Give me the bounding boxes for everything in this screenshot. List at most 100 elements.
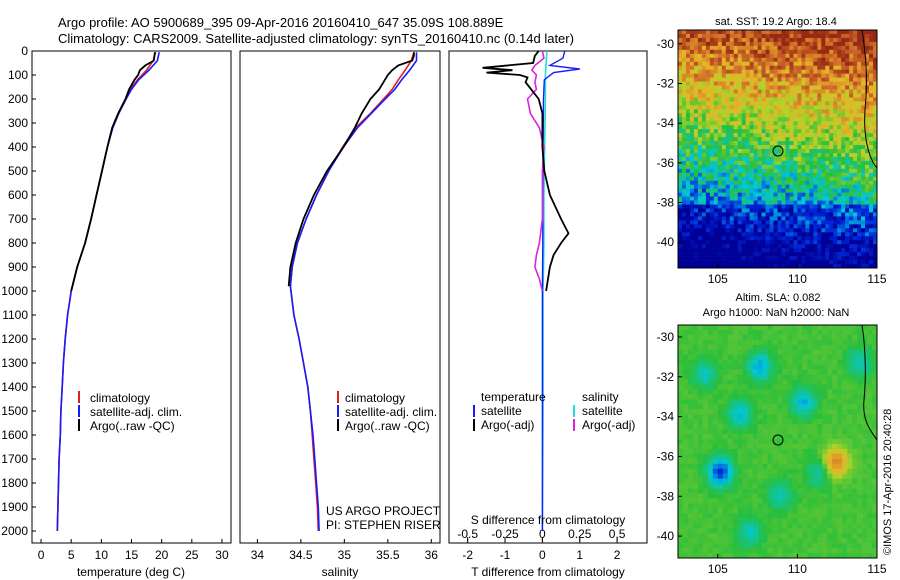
sla-cell: [772, 409, 778, 415]
sst-cell: [681, 208, 687, 213]
sst-cell: [725, 252, 731, 257]
sst-cell: [697, 192, 703, 197]
sla-cell: [722, 478, 729, 484]
sla-cell: [837, 389, 843, 395]
sst-cell: [809, 33, 814, 39]
sst-cell: [785, 125, 790, 130]
sla-cell: [837, 503, 843, 509]
sla-cell: [797, 339, 803, 346]
sst-cell: [681, 97, 687, 102]
sst-cell: [861, 53, 866, 59]
sst-cell: [721, 256, 727, 261]
sst-cell: [837, 77, 842, 82]
sst-cell: [797, 141, 802, 146]
sst-cell: [797, 152, 802, 158]
sla-cell: [697, 468, 704, 475]
sla-cell: [737, 513, 743, 519]
sst-cell: [753, 121, 758, 126]
sst-cell: [777, 168, 782, 174]
sst-cell: [813, 37, 818, 43]
sla-cell: [817, 538, 823, 544]
sst-cell: [765, 137, 770, 142]
sst-cell: [805, 65, 810, 70]
sla-cell: [817, 404, 823, 410]
sst-cell: [825, 45, 830, 51]
sst-cell: [805, 208, 810, 213]
sla-cell: [812, 364, 818, 370]
sst-cell: [749, 176, 754, 182]
sst-cell: [701, 137, 707, 142]
sst-cell: [821, 176, 826, 182]
sst-cell: [713, 212, 719, 217]
sla-cell: [678, 538, 684, 544]
sst-cell: [737, 224, 742, 229]
sst-cell: [769, 204, 774, 209]
sla-cell: [867, 503, 873, 509]
sst-cell: [721, 212, 727, 217]
sst-cell: [681, 192, 687, 197]
sla-cell: [777, 518, 783, 524]
sst-cell: [805, 57, 810, 63]
sla-cell: [732, 389, 738, 395]
sst-cell: [713, 65, 719, 70]
sst-cell: [729, 81, 735, 86]
sst-cell: [821, 30, 826, 35]
sst-cell: [785, 65, 790, 70]
sst-cell: [737, 252, 742, 257]
sst-cell: [785, 252, 790, 257]
sla-cell: [757, 339, 763, 346]
sla-cell: [797, 538, 803, 544]
sst-cell: [765, 256, 770, 261]
sla-cell: [797, 424, 803, 430]
sla-cell: [697, 513, 704, 519]
sla-cell: [792, 434, 798, 440]
sst-cell: [697, 69, 703, 74]
sst-cell: [741, 168, 746, 174]
sla-cell: [727, 513, 734, 519]
sst-cell: [833, 156, 838, 162]
sst-cell: [813, 164, 818, 170]
sst-cell: [793, 260, 798, 265]
sst-cell: [797, 41, 802, 47]
sst-cell: [817, 73, 822, 78]
sla-cell: [678, 424, 684, 430]
sla-cell: [837, 439, 843, 445]
sla-cell: [687, 389, 694, 395]
sla-cell: [702, 473, 709, 479]
sla-cell: [752, 448, 758, 455]
sst-cell: [765, 176, 770, 182]
sla-cell: [747, 379, 753, 385]
sla-cell: [752, 384, 758, 390]
sla-cell: [822, 379, 828, 385]
sla-cell: [707, 533, 714, 539]
sst-cell: [857, 152, 862, 158]
sst-cell: [729, 200, 735, 205]
sla-cell: [857, 443, 863, 450]
sla-cell: [867, 364, 873, 370]
sst-cell: [745, 160, 750, 166]
sst-cell: [829, 152, 834, 158]
temperature-xlabel: temperature (deg C): [77, 565, 185, 579]
lat-tick-label: -32: [657, 77, 675, 91]
sla-cell: [742, 329, 748, 336]
sst-cell: [729, 105, 735, 110]
sla-cell: [867, 528, 873, 534]
sla-cell: [757, 439, 763, 445]
sla-cell: [757, 434, 763, 440]
sst-cell: [825, 145, 830, 150]
sla-cell: [682, 439, 689, 445]
sla-cell: [787, 344, 793, 351]
sst-cell: [761, 160, 766, 166]
sla-cell: [712, 325, 719, 331]
sst-cell: [857, 168, 862, 174]
sst-cell: [801, 65, 806, 70]
project-annotation: US ARGO PROJECT: [326, 504, 441, 518]
sst-cell: [801, 204, 806, 209]
sla-cell: [767, 404, 773, 410]
sst-cell: [873, 65, 878, 70]
sst-cell: [721, 168, 727, 174]
sst-cell: [749, 33, 754, 39]
sst-cell: [757, 109, 762, 114]
sst-cell: [729, 101, 735, 106]
sst-cell: [853, 141, 858, 146]
